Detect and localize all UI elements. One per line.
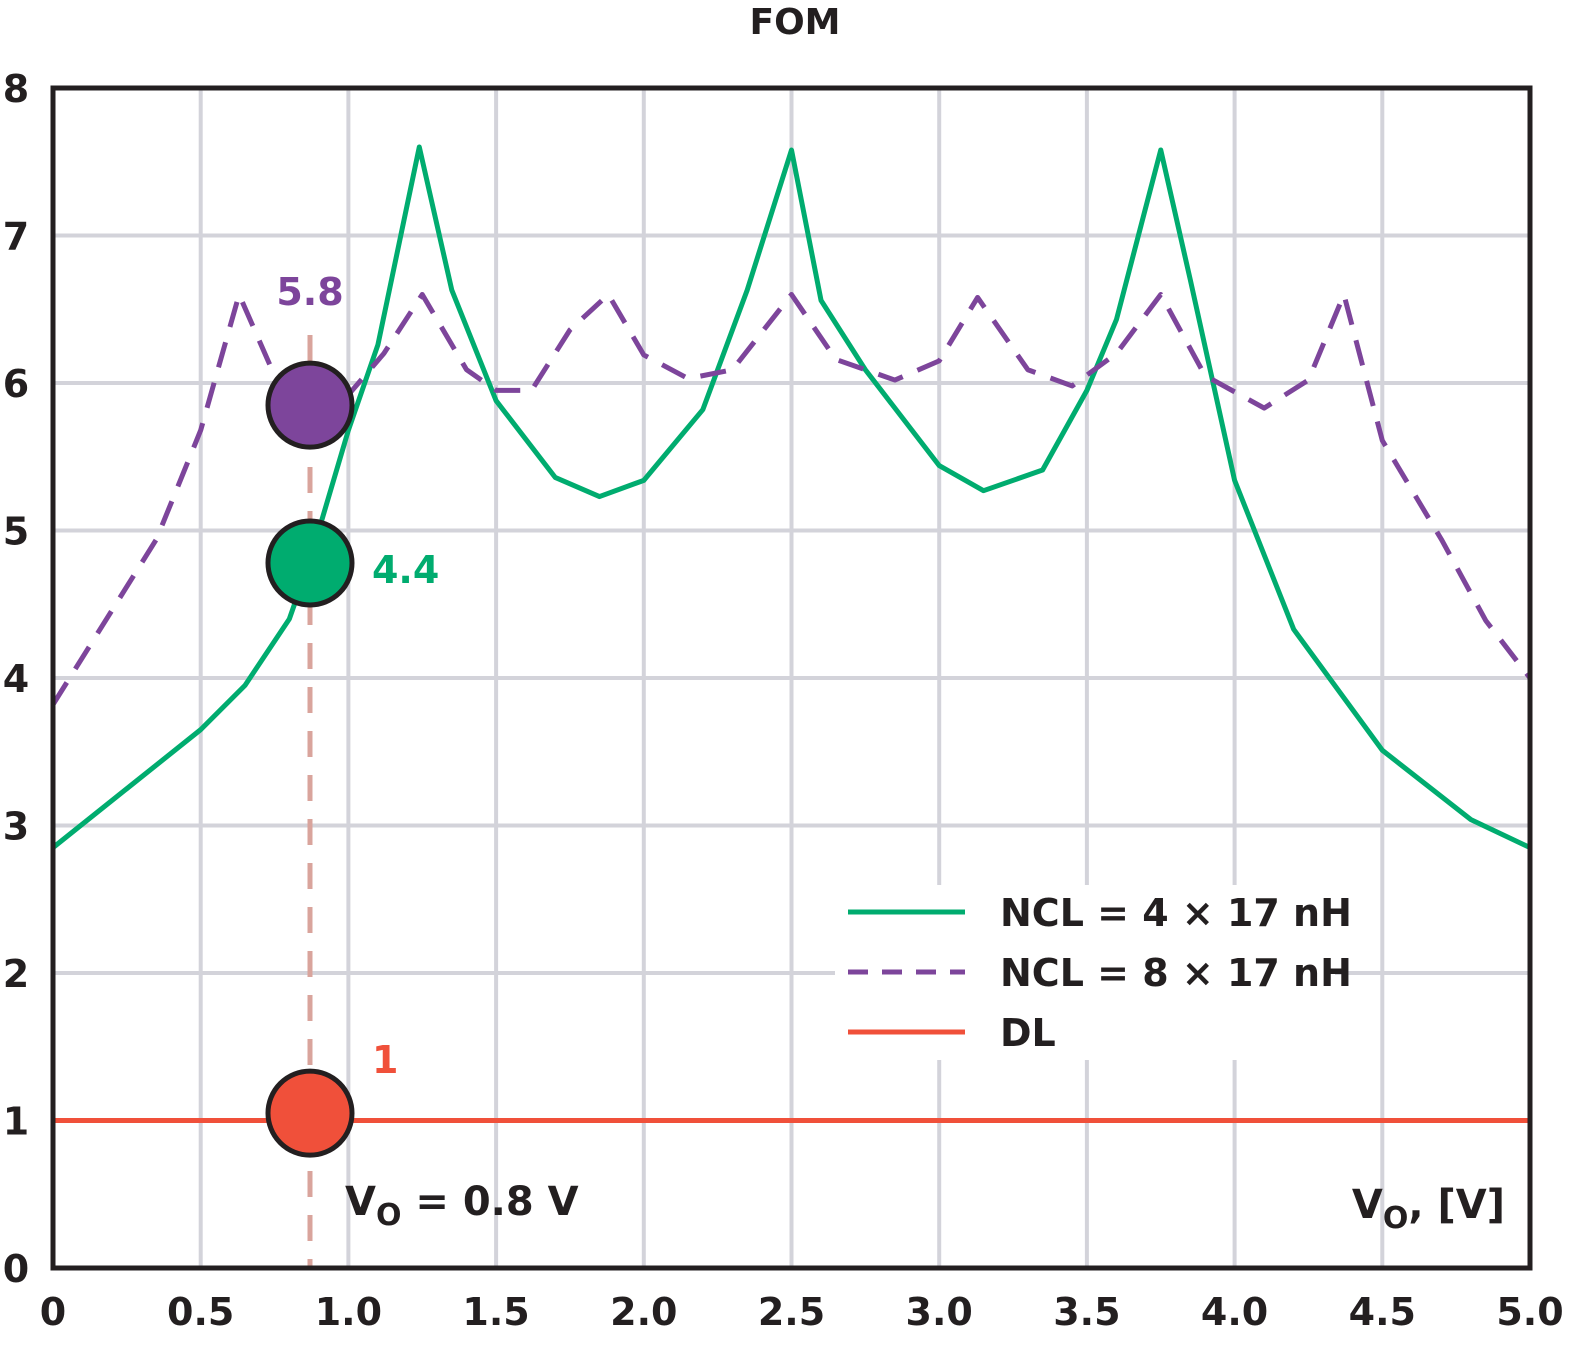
marker-label: 1 <box>372 1038 398 1082</box>
y-tick-label: 4 <box>3 657 29 701</box>
x-tick-label: 0 <box>40 1290 66 1334</box>
x-tick-label: 3.5 <box>1053 1290 1120 1334</box>
vline-label: VO = 0.8 V <box>345 1179 579 1233</box>
x-axis-label: VO, [V] <box>1352 1182 1505 1236</box>
x-tick-label: 4.0 <box>1201 1290 1268 1334</box>
series-line-1 <box>50 292 1532 706</box>
x-tick-label: 2.0 <box>610 1290 677 1334</box>
legend-label: DL <box>1000 1011 1056 1055</box>
legend: NCL = 4 × 17 nH NCL = 8 × 17 nH DL <box>835 885 1352 1060</box>
y-tick-label: 7 <box>3 215 29 259</box>
x-tick-label: 0.5 <box>167 1290 234 1334</box>
x-tick-label: 1.0 <box>315 1290 382 1334</box>
x-tick-label: 4.5 <box>1349 1290 1416 1334</box>
y-tick-label: 3 <box>3 805 29 849</box>
markers: 5.8 4.4 1 <box>265 270 439 1158</box>
x-tick-label: 3.0 <box>906 1290 973 1334</box>
marker-label: 5.8 <box>276 270 343 314</box>
chart-title: FOM <box>749 2 840 43</box>
legend-label: NCL = 8 × 17 nH <box>1000 951 1352 995</box>
x-tick-label: 2.5 <box>758 1290 825 1334</box>
data-marker <box>265 1068 355 1158</box>
y-tick-label: 2 <box>3 952 29 996</box>
y-tick-label: 8 <box>3 67 29 111</box>
legend-label: NCL = 4 × 17 nH <box>1000 891 1352 935</box>
marker-label: 4.4 <box>372 548 439 592</box>
data-marker <box>265 360 355 450</box>
y-tick-label: 5 <box>3 510 29 554</box>
plot-frame <box>50 85 1533 1271</box>
x-tick-label: 5.0 <box>1496 1290 1563 1334</box>
y-tick-label: 0 <box>3 1247 29 1291</box>
x-tick-label: 1.5 <box>462 1290 529 1334</box>
y-tick-label: 6 <box>3 362 29 406</box>
data-marker <box>265 518 355 608</box>
tick-labels: 0 0.5 1.0 1.5 2.0 2.5 3.0 3.5 4.0 4.5 5.0 0 1 2 3 4 5 6 7 8 <box>3 67 1564 1334</box>
y-tick-label: 1 <box>3 1100 29 1144</box>
